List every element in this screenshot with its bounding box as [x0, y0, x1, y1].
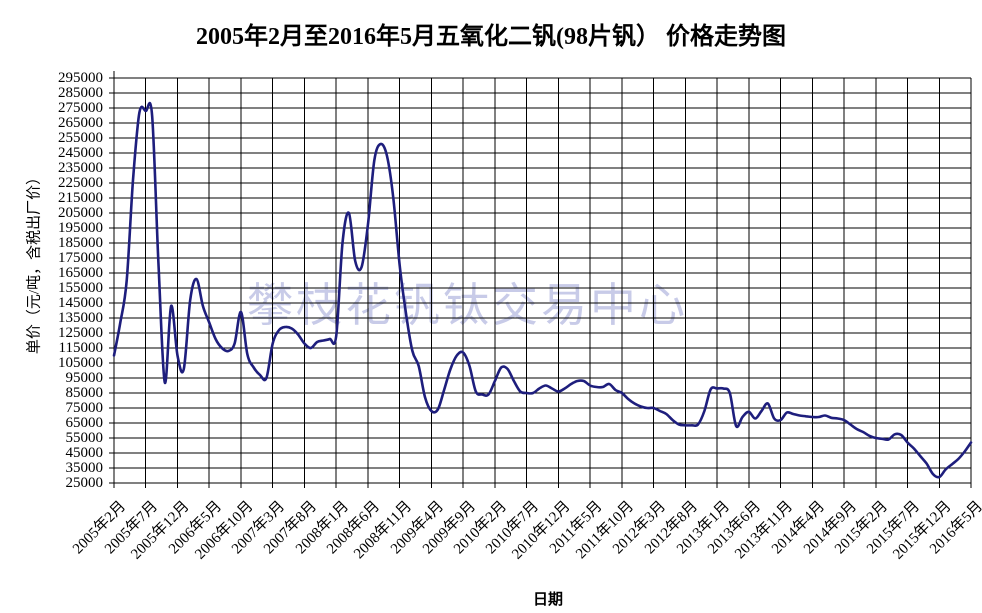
y-tick-label: 85000	[65, 384, 104, 401]
y-tick-label: 75000	[65, 399, 104, 416]
y-tick-label: 295000	[58, 69, 103, 86]
y-tick-label: 255000	[58, 129, 103, 146]
y-tick-label: 115000	[58, 339, 103, 356]
y-tick-label: 175000	[58, 249, 103, 266]
y-tick-label: 195000	[58, 219, 103, 236]
y-tick-label: 215000	[58, 189, 103, 206]
grid-lines	[113, 71, 972, 484]
y-tick-label: 165000	[58, 264, 103, 281]
y-tick-label: 275000	[58, 99, 103, 116]
axis-ticks	[109, 77, 972, 488]
y-tick-label: 45000	[65, 444, 104, 461]
y-tick-label: 35000	[65, 459, 104, 476]
y-tick-label: 235000	[58, 159, 103, 176]
y-tick-label: 105000	[58, 354, 103, 371]
chart-title: 2005年2月至2016年5月五氧化二钒(98片钒） 价格走势图	[196, 24, 786, 50]
y-tick-label: 25000	[65, 474, 104, 491]
y-tick-label: 95000	[65, 369, 104, 386]
y-tick-label: 265000	[58, 114, 103, 131]
y-tick-label: 185000	[58, 234, 103, 251]
y-tick-label: 245000	[58, 144, 103, 161]
x-axis-title: 日期	[532, 592, 564, 608]
y-tick-label: 135000	[58, 309, 103, 326]
y-tick-label: 145000	[58, 294, 103, 311]
y-tick-label: 205000	[58, 204, 103, 221]
y-tick-label: 285000	[58, 84, 103, 101]
y-tick-label: 55000	[65, 429, 104, 446]
y-tick-label: 125000	[58, 324, 103, 341]
price-line	[112, 101, 973, 479]
y-tick-label: 225000	[58, 174, 103, 191]
y-tick-label: 155000	[58, 279, 103, 296]
y-tick-label: 65000	[65, 414, 104, 431]
